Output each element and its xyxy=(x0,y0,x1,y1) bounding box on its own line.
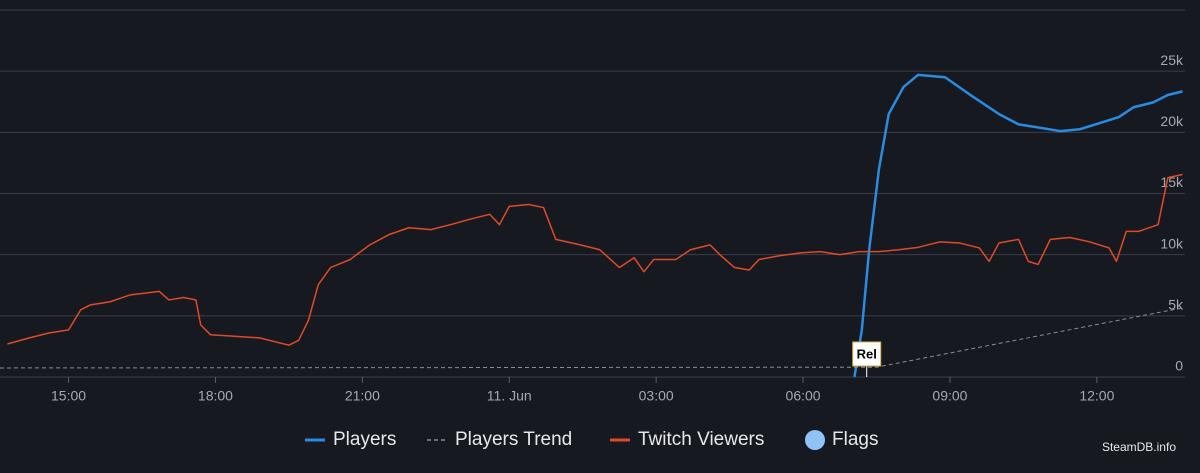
flag-box xyxy=(852,341,882,367)
y-tick-label: 20k xyxy=(1160,113,1184,129)
legend-label[interactable]: Players Trend xyxy=(455,429,572,450)
legend-label[interactable]: Twitch Viewers xyxy=(638,429,764,450)
x-tick-label: 11. Jun xyxy=(487,388,532,404)
legend-swatch xyxy=(805,430,825,450)
legend-label[interactable]: Flags xyxy=(832,429,878,450)
x-tick-label: 03:00 xyxy=(639,388,674,404)
y-tick-label: 25k xyxy=(1160,52,1184,68)
x-tick-label: 18:00 xyxy=(198,388,233,404)
watermark: SteamDB.info xyxy=(1102,440,1176,454)
series-line xyxy=(7,173,1183,346)
x-tick-label: 12:00 xyxy=(1079,388,1114,404)
legend-label[interactable]: Players xyxy=(333,429,396,450)
x-tick-label: 21:00 xyxy=(345,388,380,404)
legend: Players Players Trend Twitch Viewers Flags xyxy=(305,429,878,450)
x-tick-label: 06:00 xyxy=(786,388,821,404)
series-line xyxy=(0,307,1183,369)
flag-label: Rel xyxy=(857,346,877,361)
series-line xyxy=(853,73,1183,378)
y-tick-label: 0 xyxy=(1175,358,1183,374)
x-tick-label: 15:00 xyxy=(51,388,86,404)
x-tick-label: 09:00 xyxy=(932,388,967,404)
y-tick-label: 10k xyxy=(1160,235,1184,251)
